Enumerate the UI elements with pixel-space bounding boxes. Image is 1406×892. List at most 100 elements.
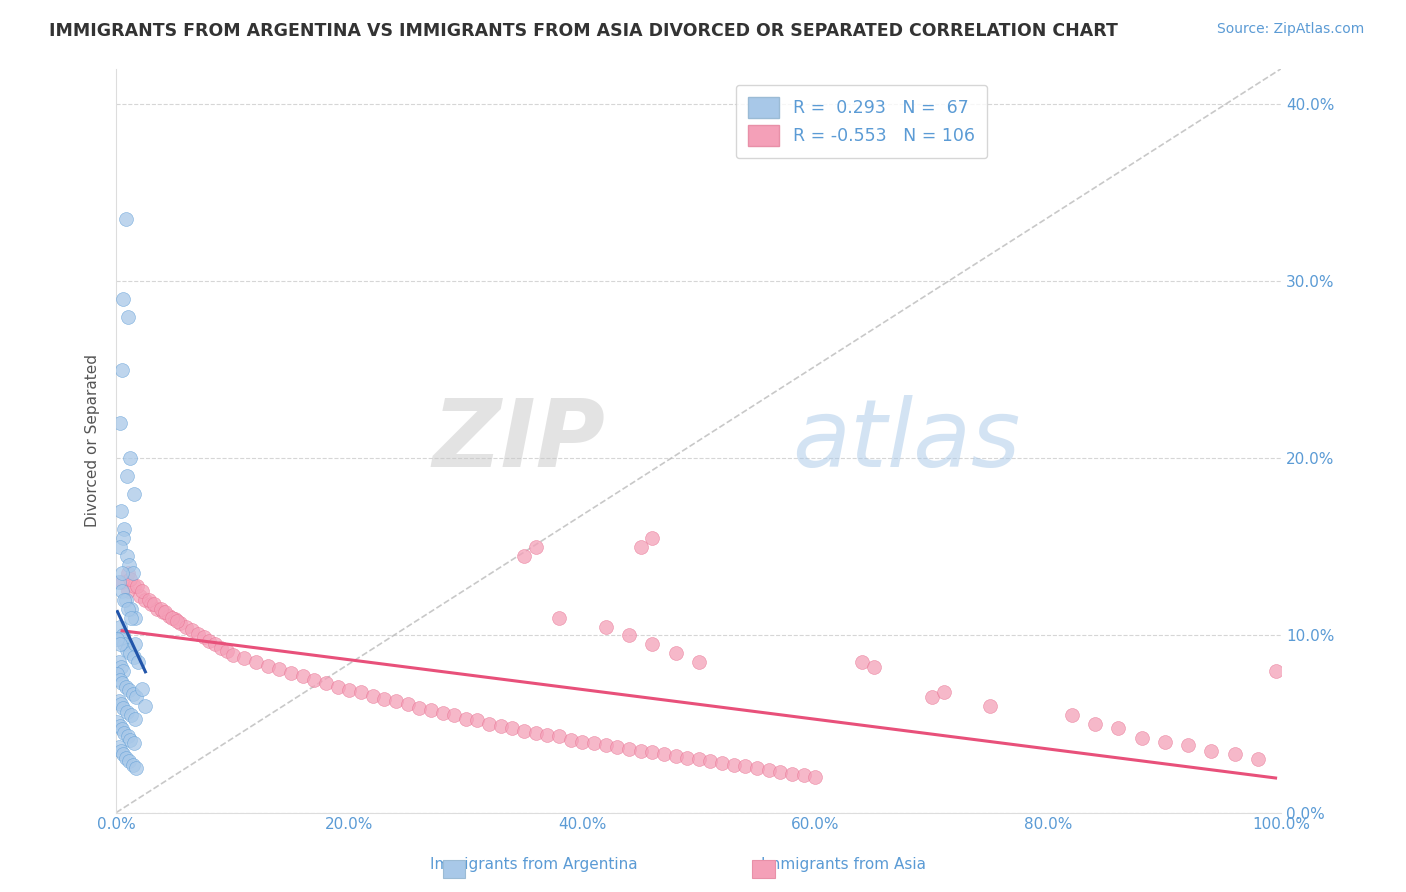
Point [117, 310, 139, 324]
Point [280, 665, 302, 680]
Point [1154, 734, 1177, 748]
Point [664, 748, 686, 763]
Point [269, 662, 291, 676]
Text: IMMIGRANTS FROM ARGENTINA VS IMMIGRANTS FROM ASIA DIVORCED OR SEPARATED CORRELAT: IMMIGRANTS FROM ARGENTINA VS IMMIGRANTS … [49, 22, 1118, 40]
Point [117, 584, 139, 599]
Text: Immigrants from Argentina: Immigrants from Argentina [430, 857, 638, 872]
Point [595, 738, 617, 752]
Point [617, 741, 640, 756]
Point [122, 486, 145, 500]
Point [108, 637, 131, 651]
Point [115, 705, 138, 719]
Point [120, 451, 142, 466]
Point [187, 626, 209, 640]
Point [112, 664, 135, 678]
Point [193, 630, 215, 644]
Point [419, 703, 441, 717]
Point [921, 690, 943, 705]
Point [198, 633, 221, 648]
Point [467, 714, 489, 728]
Point [443, 708, 465, 723]
Point [108, 416, 131, 430]
Point [114, 212, 136, 227]
Point [233, 651, 256, 665]
Point [1060, 708, 1083, 723]
Point [676, 750, 699, 764]
Point [107, 655, 129, 669]
Point [110, 632, 132, 646]
Point [155, 606, 177, 620]
Point [548, 730, 571, 744]
Point [125, 761, 148, 775]
Point [1247, 752, 1270, 766]
Point [222, 648, 245, 662]
Point [124, 712, 146, 726]
Point [664, 646, 686, 660]
Point [134, 699, 156, 714]
Point [118, 683, 141, 698]
Point [110, 698, 132, 712]
Point [110, 743, 132, 757]
Point [107, 667, 129, 681]
Point [862, 660, 884, 674]
Point [1201, 743, 1223, 757]
Point [688, 752, 710, 766]
Point [121, 566, 143, 581]
Point [1084, 717, 1107, 731]
Point [245, 655, 267, 669]
Point [108, 540, 131, 554]
Point [115, 642, 138, 657]
Point [215, 644, 238, 658]
Point [115, 549, 138, 563]
Point [1223, 747, 1246, 761]
Point [131, 681, 153, 696]
Point [571, 734, 593, 748]
Point [120, 610, 142, 624]
Point [117, 602, 139, 616]
Point [181, 623, 204, 637]
Point [1130, 731, 1153, 746]
Point [513, 549, 536, 563]
Y-axis label: Divorced or Separated: Divorced or Separated [86, 354, 100, 527]
Point [361, 689, 384, 703]
Point [315, 676, 337, 690]
Point [157, 608, 180, 623]
Point [932, 685, 955, 699]
Point [114, 593, 136, 607]
Point [107, 694, 129, 708]
Point [536, 728, 558, 742]
Point [606, 739, 628, 754]
Text: atlas: atlas [792, 395, 1021, 486]
Point [111, 723, 134, 737]
Point [160, 610, 183, 624]
Point [112, 701, 135, 715]
Point [408, 701, 430, 715]
Point [112, 292, 135, 306]
Point [396, 698, 419, 712]
Point [166, 614, 188, 628]
Text: Immigrants from Asia: Immigrants from Asia [761, 857, 927, 872]
Point [804, 770, 827, 784]
Point [595, 619, 617, 633]
Point [350, 685, 373, 699]
Point [122, 579, 145, 593]
Point [114, 750, 136, 764]
Point [373, 692, 395, 706]
Point [304, 673, 326, 687]
Point [745, 761, 768, 775]
Point [124, 610, 146, 624]
Point [1107, 721, 1129, 735]
Point [758, 763, 780, 777]
Point [111, 584, 134, 599]
Point [127, 579, 149, 593]
Point [641, 745, 664, 759]
Point [851, 655, 873, 669]
Point [524, 540, 547, 554]
Point [174, 619, 197, 633]
Point [793, 768, 815, 782]
Point [560, 732, 582, 747]
Point [112, 726, 135, 740]
Point [524, 726, 547, 740]
Point [337, 683, 360, 698]
Point [149, 602, 172, 616]
